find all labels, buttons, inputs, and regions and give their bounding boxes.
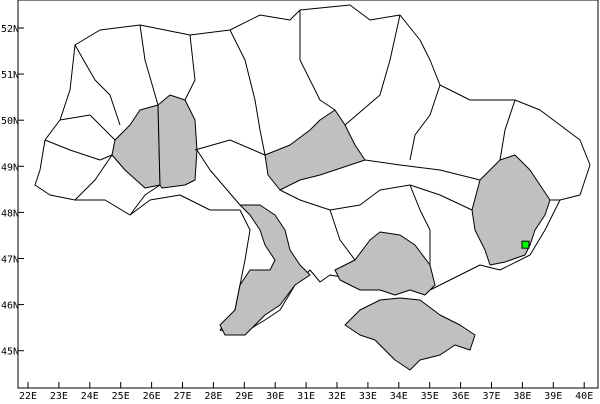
- y-tick-label: 48N: [1, 208, 19, 219]
- region-khmelnytskyi[interactable]: [157, 94, 198, 189]
- x-tick-label: 31E: [297, 391, 315, 400]
- x-tick-label: 35E: [421, 391, 439, 400]
- x-tick-label: 30E: [266, 391, 284, 400]
- x-axis: 22E 23E 24E 25E 26E 27E 28E 29E 30E 31E 32E 33E 34E 3…: [19, 382, 593, 402]
- x-tick-label: 29E: [235, 391, 253, 400]
- y-tick-label: 45N: [1, 347, 19, 358]
- x-tick-label: 26E: [143, 391, 161, 400]
- region-odesa[interactable]: [219, 204, 311, 336]
- region-crimea[interactable]: [344, 297, 476, 371]
- y-tick-label: 46N: [1, 301, 19, 312]
- y-tick-label: 52N: [1, 24, 19, 35]
- x-tick-label: 23E: [50, 391, 68, 400]
- x-tick-label: 34E: [390, 391, 408, 400]
- x-tick-label: 33E: [359, 391, 377, 400]
- region-cherkasy[interactable]: [264, 109, 366, 191]
- x-tick-label: 25E: [112, 391, 130, 400]
- y-axis: 45N 46N 47N 48N 49N 50N 51N 52N: [1, 24, 24, 358]
- x-tick-label: 22E: [19, 391, 37, 400]
- oblast-borders: [44, 10, 560, 265]
- y-tick-label: 51N: [1, 70, 19, 81]
- x-tick-label: 28E: [204, 391, 222, 400]
- x-tick-label: 37E: [482, 391, 500, 400]
- x-tick-label: 36E: [452, 391, 470, 400]
- x-tick-label: 39E: [544, 391, 562, 400]
- x-tick-label: 40E: [575, 391, 593, 400]
- y-tick-label: 50N: [1, 116, 19, 127]
- x-tick-label: 32E: [328, 391, 346, 400]
- location-marker[interactable]: [521, 240, 530, 249]
- x-tick-label: 38E: [513, 391, 531, 400]
- region-kherson[interactable]: [334, 231, 436, 296]
- region-donetsk[interactable]: [471, 154, 551, 266]
- y-tick-label: 47N: [1, 255, 19, 266]
- x-tick-label: 24E: [81, 391, 99, 400]
- y-tick-label: 49N: [1, 162, 19, 173]
- x-tick-label: 27E: [173, 391, 191, 400]
